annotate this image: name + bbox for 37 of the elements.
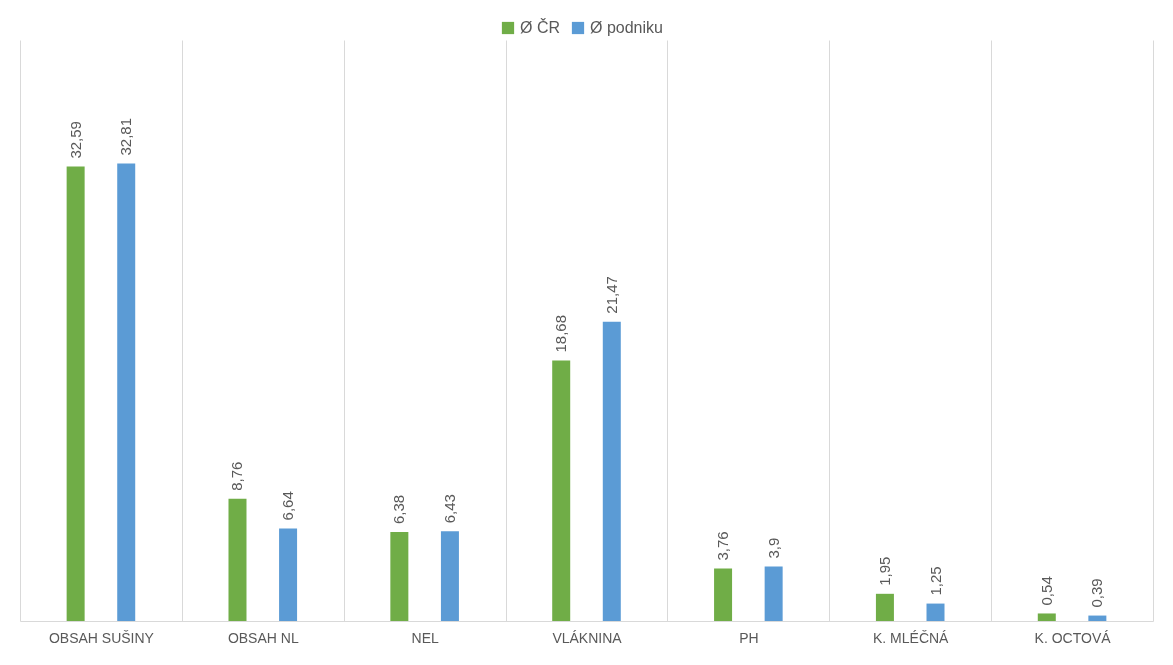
bar bbox=[602, 321, 621, 621]
data-label: 1,95 bbox=[875, 556, 893, 586]
x-tick-label: K. MLÉČNÁ bbox=[872, 629, 950, 646]
data-label: 18,68 bbox=[552, 314, 570, 353]
data-label: 6,38 bbox=[390, 494, 408, 525]
data-label: 1,25 bbox=[926, 566, 944, 596]
bar bbox=[1037, 613, 1056, 621]
bar bbox=[279, 528, 298, 621]
data-label: 0,54 bbox=[1037, 576, 1055, 606]
data-label: 8,76 bbox=[228, 461, 246, 491]
bar bbox=[875, 593, 894, 621]
bar bbox=[390, 532, 409, 621]
bar bbox=[552, 360, 571, 621]
legend-label: Ø podniku bbox=[590, 19, 663, 36]
x-tick-label: VLÁKNINA bbox=[552, 629, 623, 646]
x-tick-label: PH bbox=[739, 629, 759, 646]
bar bbox=[228, 498, 247, 621]
x-tick-label: K. OCTOVÁ bbox=[1034, 629, 1112, 646]
bar bbox=[926, 603, 945, 621]
data-label: 3,76 bbox=[714, 531, 732, 561]
bar bbox=[66, 166, 85, 621]
x-tick-label: OBSAH SUŠINY bbox=[48, 629, 155, 646]
data-label: 6,43 bbox=[440, 494, 458, 524]
bar bbox=[1088, 615, 1107, 621]
data-label: 32,81 bbox=[117, 117, 135, 156]
data-label: 3,9 bbox=[764, 537, 782, 559]
bar bbox=[764, 566, 783, 621]
data-label: 6,64 bbox=[279, 491, 297, 521]
bar bbox=[714, 568, 733, 621]
x-tick-label: OBSAH NL bbox=[227, 629, 299, 646]
data-label: 0,39 bbox=[1088, 578, 1106, 608]
x-tick-label: NEL bbox=[411, 629, 439, 646]
bar bbox=[117, 163, 136, 621]
legend-label: Ø ČR bbox=[520, 18, 560, 36]
bar bbox=[440, 531, 459, 621]
data-label: 21,47 bbox=[602, 276, 620, 314]
data-label: 32,59 bbox=[66, 121, 84, 159]
